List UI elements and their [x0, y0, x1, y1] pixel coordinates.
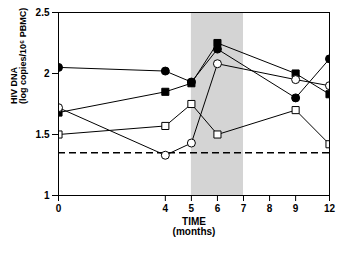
- svg-text:2.5: 2.5: [36, 7, 50, 18]
- svg-text:HIV DNA(log copies/10⁶ PBMC): HIV DNA(log copies/10⁶ PBMC): [9, 8, 28, 104]
- svg-text:0: 0: [56, 203, 62, 214]
- svg-text:6: 6: [215, 203, 221, 214]
- svg-text:8: 8: [267, 203, 273, 214]
- svg-text:9: 9: [293, 203, 299, 214]
- svg-text:7: 7: [241, 203, 247, 214]
- svg-text:4: 4: [163, 203, 169, 214]
- svg-text:2: 2: [44, 68, 50, 79]
- svg-text:TIME(months): TIME(months): [173, 216, 216, 237]
- svg-text:12: 12: [324, 203, 336, 214]
- svg-text:1.5: 1.5: [36, 129, 50, 140]
- svg-text:5: 5: [189, 203, 195, 214]
- svg-text:1: 1: [44, 190, 50, 201]
